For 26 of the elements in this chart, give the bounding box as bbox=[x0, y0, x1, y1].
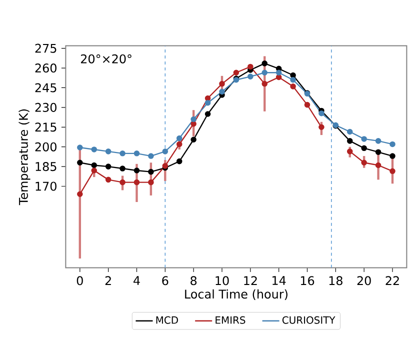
y-tick-label: 275 bbox=[35, 44, 56, 53]
x-tick-label: 16 bbox=[300, 276, 314, 286]
x-tick-label: 14 bbox=[272, 276, 286, 285]
x-tick-label: 4 bbox=[134, 276, 140, 285]
x-tick-label: 0 bbox=[76, 276, 83, 286]
x-tick-label: 22 bbox=[386, 276, 399, 286]
x-tick-label: 6 bbox=[162, 276, 168, 286]
y-tick-label: 215 bbox=[35, 122, 56, 132]
y-tick-label: 200 bbox=[35, 142, 56, 152]
legend-label: CURIOSITY bbox=[282, 316, 336, 324]
annotation: 20°×20° bbox=[80, 54, 132, 64]
x-tick-label: 12 bbox=[244, 276, 257, 286]
y-axis-title: Temperature (K) bbox=[18, 109, 30, 206]
legend-label: MCD bbox=[156, 316, 178, 324]
x-tick-label: 10 bbox=[216, 276, 229, 286]
y-tick-label: 185 bbox=[36, 162, 56, 172]
x-tick-label: 20 bbox=[357, 276, 371, 286]
y-tick-label: 260 bbox=[35, 64, 56, 73]
legend-label: EMIRS bbox=[216, 316, 246, 324]
x-axis-title: Local Time (hour) bbox=[185, 289, 288, 300]
y-tick-label: 245 bbox=[35, 83, 56, 92]
y-tick-label: 230 bbox=[35, 102, 56, 112]
x-tick-label: 8 bbox=[190, 276, 197, 286]
x-tick-label: 18 bbox=[329, 276, 342, 286]
x-tick-label: 2 bbox=[105, 276, 111, 286]
y-tick-label: 170 bbox=[36, 182, 56, 191]
